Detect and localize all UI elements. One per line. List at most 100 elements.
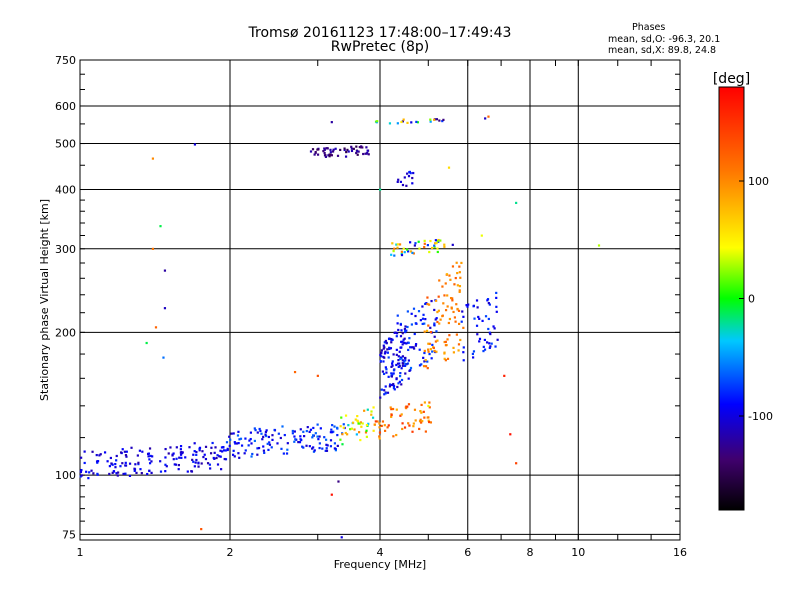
data-point bbox=[406, 405, 409, 408]
data-point bbox=[391, 338, 394, 341]
data-point bbox=[399, 323, 402, 326]
data-point bbox=[455, 261, 458, 264]
data-point bbox=[436, 250, 439, 254]
data-point bbox=[239, 437, 243, 440]
data-point bbox=[316, 374, 319, 377]
data-point bbox=[472, 305, 475, 308]
data-point bbox=[172, 452, 175, 455]
data-point bbox=[383, 341, 386, 344]
data-point bbox=[325, 447, 328, 450]
data-point bbox=[487, 302, 490, 305]
data-point bbox=[407, 377, 410, 380]
data-point bbox=[218, 455, 221, 458]
data-point bbox=[108, 465, 111, 468]
data-point bbox=[329, 439, 333, 442]
data-point bbox=[424, 318, 427, 321]
data-point bbox=[496, 338, 499, 341]
data-point bbox=[392, 372, 395, 375]
data-point bbox=[387, 424, 390, 427]
data-point bbox=[392, 353, 395, 356]
data-point bbox=[387, 337, 391, 341]
data-point bbox=[303, 435, 306, 438]
data-point bbox=[391, 364, 394, 367]
data-point bbox=[451, 243, 454, 246]
data-point bbox=[302, 430, 305, 433]
data-point bbox=[396, 180, 399, 183]
data-point bbox=[597, 244, 601, 247]
data-point bbox=[406, 172, 409, 175]
data-point bbox=[359, 421, 362, 424]
data-point bbox=[114, 466, 117, 469]
data-point bbox=[96, 472, 99, 475]
data-point bbox=[391, 360, 394, 363]
data-point bbox=[429, 118, 432, 121]
data-point bbox=[398, 243, 402, 246]
data-point bbox=[386, 391, 390, 394]
data-point bbox=[397, 382, 400, 385]
data-point bbox=[406, 310, 409, 313]
data-point bbox=[426, 303, 429, 306]
data-point bbox=[215, 456, 218, 460]
data-point bbox=[363, 409, 366, 412]
data-point bbox=[231, 453, 235, 456]
data-point bbox=[441, 314, 444, 317]
data-point bbox=[164, 456, 167, 459]
data-point bbox=[248, 439, 251, 442]
data-point bbox=[184, 456, 187, 459]
data-point bbox=[262, 435, 265, 438]
data-point bbox=[399, 414, 402, 417]
data-point bbox=[413, 244, 416, 247]
data-point bbox=[224, 458, 228, 461]
data-point bbox=[453, 283, 456, 286]
data-point bbox=[462, 326, 465, 329]
data-point bbox=[361, 146, 364, 149]
data-point bbox=[439, 239, 442, 242]
data-point bbox=[198, 446, 202, 449]
data-point bbox=[318, 442, 321, 445]
data-point bbox=[299, 428, 302, 431]
data-point bbox=[195, 450, 198, 454]
data-point bbox=[395, 335, 398, 338]
data-point bbox=[222, 449, 226, 452]
data-point bbox=[433, 308, 436, 312]
data-point bbox=[399, 180, 403, 183]
data-point bbox=[226, 447, 229, 450]
data-point bbox=[400, 340, 403, 343]
data-point bbox=[390, 383, 394, 387]
data-point bbox=[414, 314, 417, 318]
data-point bbox=[342, 426, 345, 429]
data-point bbox=[433, 335, 436, 338]
data-point bbox=[421, 322, 424, 326]
data-point bbox=[247, 444, 250, 447]
data-point bbox=[328, 155, 331, 158]
data-point bbox=[425, 302, 428, 305]
data-point bbox=[79, 470, 83, 474]
data-point bbox=[305, 429, 308, 433]
data-point bbox=[434, 239, 437, 242]
data-point bbox=[380, 349, 384, 352]
data-point bbox=[389, 406, 392, 409]
data-point bbox=[366, 151, 369, 155]
data-point bbox=[475, 324, 479, 327]
data-point bbox=[193, 450, 196, 453]
data-point bbox=[282, 452, 285, 455]
data-point bbox=[336, 444, 339, 447]
data-point bbox=[427, 324, 430, 327]
data-point bbox=[427, 350, 430, 353]
data-point bbox=[159, 470, 163, 473]
data-point bbox=[429, 239, 432, 243]
data-point bbox=[372, 429, 375, 432]
data-point bbox=[119, 451, 123, 454]
data-point bbox=[359, 146, 362, 149]
data-point bbox=[443, 294, 446, 297]
data-point bbox=[487, 327, 490, 331]
data-point bbox=[427, 348, 430, 351]
data-point bbox=[325, 449, 329, 452]
data-point bbox=[397, 359, 400, 362]
data-point bbox=[163, 269, 167, 272]
data-point bbox=[103, 451, 107, 454]
data-point bbox=[454, 320, 457, 323]
data-point bbox=[280, 447, 283, 450]
data-point bbox=[263, 451, 266, 454]
data-point bbox=[435, 299, 438, 302]
